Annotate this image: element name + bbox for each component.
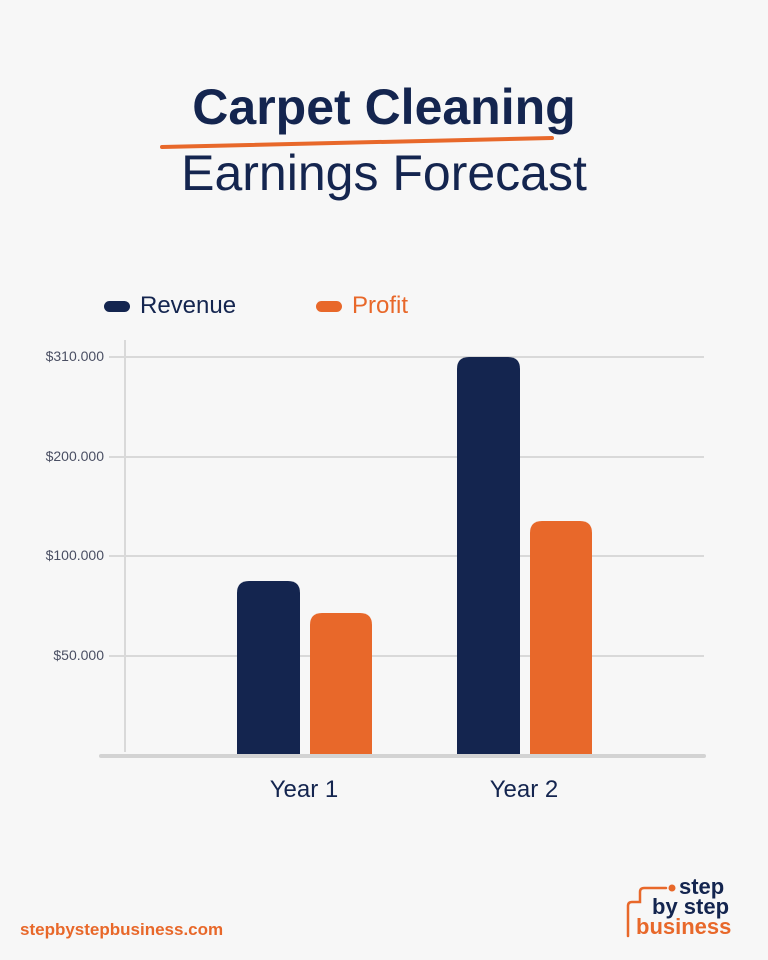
logo-step-line-icon — [626, 884, 676, 938]
legend-item-profit: Profit — [316, 292, 408, 320]
bar-chart — [99, 340, 706, 758]
x-tick-label: Year 1 — [269, 776, 339, 803]
legend-item-revenue: Revenue — [104, 292, 236, 320]
bar-year1-revenue — [237, 581, 300, 756]
title-line-2: Earnings Forecast — [181, 145, 587, 201]
bar-year2-revenue — [457, 357, 520, 756]
gridlines — [109, 356, 704, 657]
logo-text-step: step — [679, 874, 725, 899]
y-tick-label: $50.000 — [53, 647, 104, 663]
bar-year2-profit — [530, 521, 592, 756]
legend-label: Profit — [352, 292, 409, 319]
x-tick-label: Year 2 — [489, 776, 559, 803]
profit-swatch-icon — [316, 300, 342, 312]
bars — [237, 357, 592, 756]
brand-logo: step by step business — [622, 876, 752, 940]
y-tick-label: $200.000 — [45, 448, 104, 464]
logo-text-by-step: by step — [652, 894, 730, 919]
legend-label: Revenue — [140, 292, 237, 319]
y-tick-label: $100.000 — [45, 547, 104, 563]
title-underline — [160, 136, 554, 149]
y-tick-label: $310.000 — [45, 348, 104, 364]
footer-url-link[interactable]: stepbystepbusiness.com — [20, 920, 224, 939]
bar-year1-profit — [310, 613, 372, 756]
revenue-swatch-icon — [104, 300, 130, 312]
title-line-1: Carpet Cleaning — [192, 79, 576, 135]
logo-text-business: business — [636, 914, 732, 939]
